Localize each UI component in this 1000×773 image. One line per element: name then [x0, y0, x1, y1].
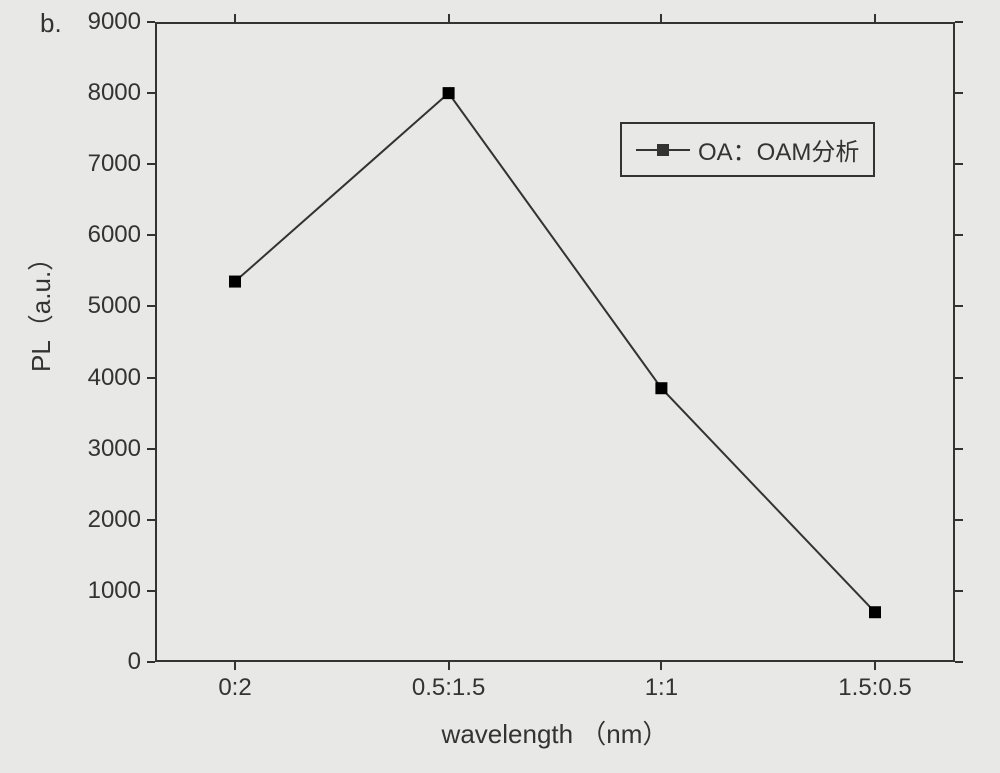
y-tick-label: 6000: [75, 221, 141, 249]
legend: OA：OAM分析: [620, 122, 875, 177]
y-tick-label: 3000: [75, 435, 141, 463]
y-tick: [147, 519, 155, 521]
y-tick-right: [955, 661, 963, 663]
x-tick-top: [874, 14, 876, 22]
y-tick: [147, 590, 155, 592]
y-axis-label: PL（a.u.）: [21, 232, 58, 372]
x-tick-label: 0.5:1.5: [412, 674, 485, 702]
y-tick-right: [955, 377, 963, 379]
y-tick: [147, 234, 155, 236]
x-axis-label: wavelength （nm）: [435, 714, 675, 751]
y-tick: [147, 163, 155, 165]
chart-container: b. 0 1000 2000 3000 4000 5000 6000 7000 8000 9000…: [0, 0, 1000, 773]
y-tick-right: [955, 519, 963, 521]
x-tick-label: 1:1: [645, 674, 678, 702]
y-tick-label: 9000: [75, 8, 141, 36]
y-tick: [147, 661, 155, 663]
y-tick: [147, 92, 155, 94]
x-tick: [660, 662, 662, 670]
x-tick: [874, 662, 876, 670]
y-tick-label: 4000: [75, 364, 141, 392]
y-tick: [147, 377, 155, 379]
y-tick-right: [955, 305, 963, 307]
legend-text: OA：OAM分析: [698, 132, 859, 167]
panel-label: b.: [40, 8, 62, 39]
y-tick-label: 2000: [75, 506, 141, 534]
x-tick-label: 0:2: [218, 674, 251, 702]
y-tick-right: [955, 92, 963, 94]
y-tick-right: [955, 234, 963, 236]
data-marker: [869, 606, 881, 618]
y-tick-right: [955, 163, 963, 165]
x-tick: [448, 662, 450, 670]
legend-marker-icon: [636, 143, 690, 157]
y-tick-label: 1000: [75, 577, 141, 605]
y-tick-label: 5000: [75, 292, 141, 320]
x-tick: [234, 662, 236, 670]
x-tick-top: [660, 14, 662, 22]
y-tick: [147, 448, 155, 450]
y-tick-right: [955, 590, 963, 592]
y-tick-label: 0: [75, 648, 141, 676]
data-marker: [443, 87, 455, 99]
data-marker: [655, 382, 667, 394]
plot-svg: [155, 22, 955, 662]
plot-area: [155, 22, 955, 662]
x-tick-top: [448, 14, 450, 22]
y-tick: [147, 305, 155, 307]
x-tick-top: [234, 14, 236, 22]
legend-square-icon: [657, 144, 669, 156]
y-tick-label: 8000: [75, 79, 141, 107]
y-tick-right: [955, 448, 963, 450]
y-tick: [147, 21, 155, 23]
y-tick-label: 7000: [75, 150, 141, 178]
y-tick-right: [955, 21, 963, 23]
x-tick-label: 1.5:0.5: [838, 674, 911, 702]
data-marker: [229, 276, 241, 288]
